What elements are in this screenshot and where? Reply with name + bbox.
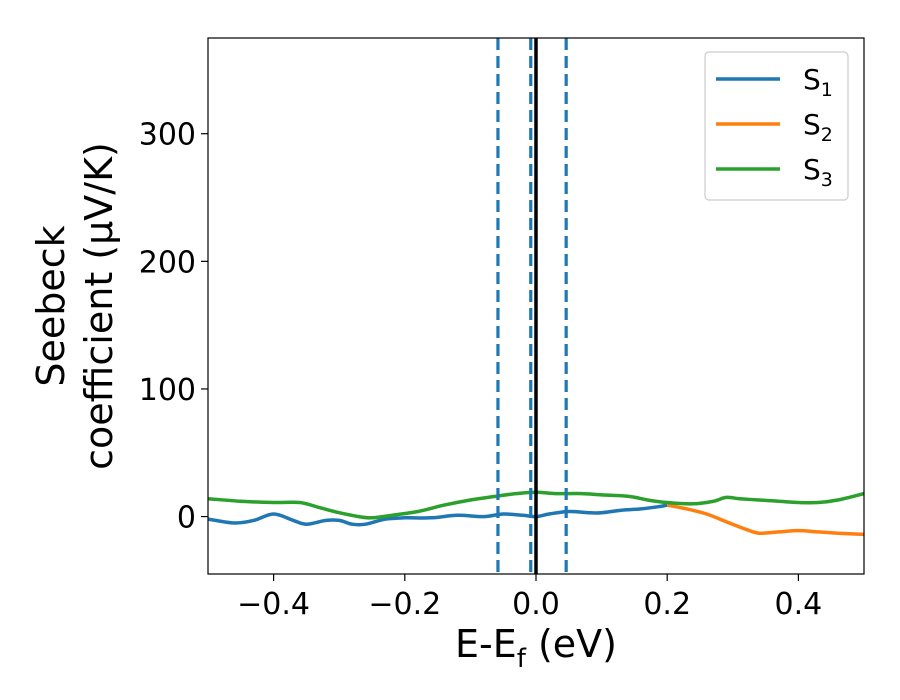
y-axis-label-line1: Seebeck	[29, 225, 73, 386]
y-tick-label: 0	[177, 501, 196, 536]
y-tick-label: 300	[139, 118, 196, 153]
legend-label-s3: S3	[803, 153, 833, 191]
series-line-s3	[208, 490, 864, 520]
x-tick-label: −0.2	[368, 587, 441, 622]
series-line-s2	[666, 503, 864, 537]
series-line-s1	[208, 503, 668, 527]
axis-ticks: −0.4 −0.2 0.0 0.2 0.4 0 100 200 300	[139, 118, 823, 622]
legend-label-s1: S1	[803, 63, 833, 101]
legend-label-s2: S2	[803, 108, 833, 146]
plot-area	[208, 38, 864, 574]
y-tick-label: 200	[139, 245, 196, 280]
y-axis-label: Seebeck coefficient (μV/K)	[29, 142, 121, 470]
x-tick-label: 0.2	[643, 587, 691, 622]
legend: S1 S2 S3	[704, 51, 849, 201]
legend-box	[704, 51, 849, 201]
x-axis-label: E-Ef (eV)	[455, 622, 617, 674]
y-axis-label-line2: coefficient (μV/K)	[77, 142, 121, 470]
x-tick-label: 0.0	[512, 587, 560, 622]
x-tick-label: 0.4	[775, 587, 823, 622]
y-tick-label: 100	[139, 373, 196, 408]
x-tick-label: −0.4	[237, 587, 310, 622]
